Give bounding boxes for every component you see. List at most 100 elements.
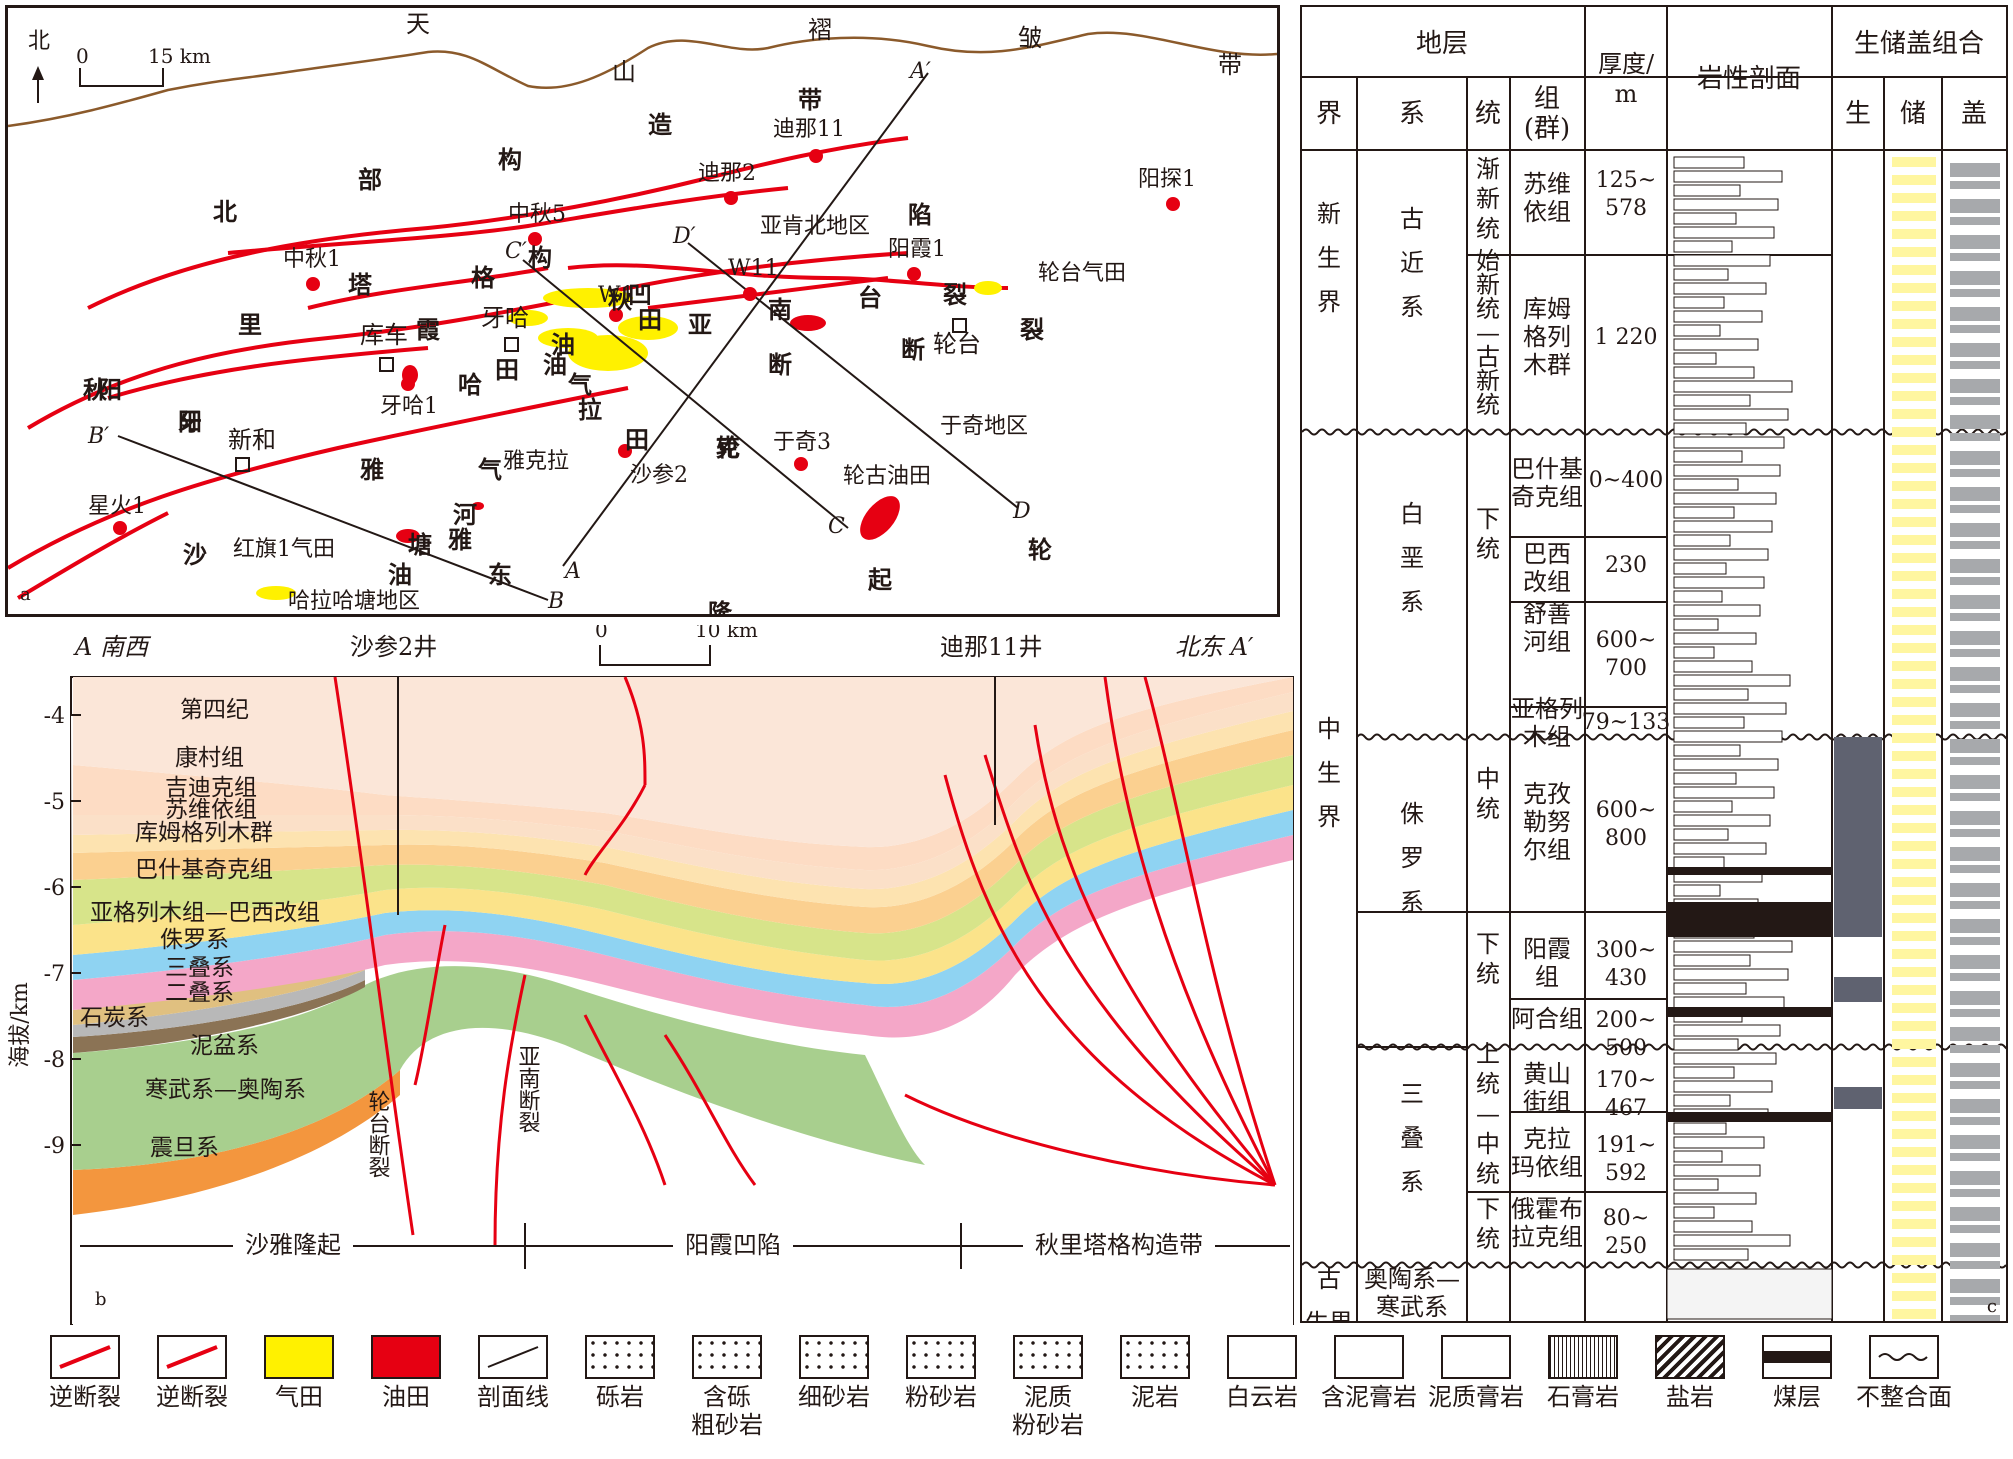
y-tick-label: -4 bbox=[44, 704, 65, 729]
lith-bed bbox=[1673, 632, 1757, 645]
header-thick: 厚度/m bbox=[1598, 50, 1655, 108]
y-tick-label: -6 bbox=[44, 876, 65, 901]
lith-bed bbox=[1673, 1094, 1731, 1107]
reservoir-bar bbox=[1892, 499, 1936, 509]
unit-label: 巴什基奇克组 bbox=[135, 857, 273, 883]
layer-jidike bbox=[73, 692, 1293, 890]
legend-label: 逆断裂 bbox=[49, 1383, 121, 1411]
well-label: 星火1 bbox=[88, 494, 146, 519]
map-region-char: 裂 bbox=[943, 280, 967, 309]
reservoir-bar bbox=[1892, 571, 1936, 581]
map-region-char: 油 bbox=[543, 350, 567, 379]
zone-label: 沙雅隆起 bbox=[245, 1231, 341, 1259]
tong-cell: 渐新统 bbox=[1476, 155, 1500, 243]
dolomite-block bbox=[1666, 1268, 1833, 1320]
legend-swatch bbox=[1869, 1335, 1939, 1379]
tong-cell: 下统 bbox=[1476, 1195, 1500, 1253]
well-dot bbox=[809, 149, 823, 163]
lith-bed bbox=[1673, 1024, 1781, 1037]
reservoir-bar bbox=[1892, 1219, 1936, 1229]
legend-label: 泥质 粉砂岩 bbox=[1012, 1383, 1084, 1439]
lith-bed bbox=[1673, 1234, 1791, 1247]
map-region-char: 霞 bbox=[416, 315, 441, 344]
coal-seam bbox=[1667, 867, 1832, 875]
fault-lines bbox=[6, 136, 1009, 600]
map-region-char: 裂 bbox=[1020, 315, 1044, 344]
reservoir-bar bbox=[1892, 1021, 1936, 1031]
lith-bed bbox=[1673, 1066, 1735, 1079]
source-bar bbox=[1834, 1087, 1882, 1109]
zu-cell: 苏维依组 bbox=[1523, 170, 1571, 226]
seal-bar bbox=[1950, 271, 2000, 285]
lith-bed bbox=[1673, 338, 1759, 351]
well-label: 于奇3 bbox=[773, 430, 831, 455]
thickness-cell: 300~ 430 bbox=[1596, 938, 1656, 991]
fault-label-luntai: 轮台断裂 bbox=[365, 1090, 391, 1178]
lith-bed bbox=[1673, 492, 1777, 505]
well-dot bbox=[743, 287, 757, 301]
lith-bed bbox=[1673, 562, 1727, 575]
unit-label: 三叠系 bbox=[165, 955, 234, 981]
strata-layers bbox=[71, 677, 1293, 1325]
legend-swatch bbox=[1013, 1335, 1083, 1379]
legend-item: 粉砂岩 bbox=[886, 1335, 996, 1411]
reservoir-bar bbox=[1892, 193, 1936, 203]
seal-bar bbox=[1950, 1045, 2000, 1053]
seal-bar bbox=[1950, 1171, 2000, 1185]
lith-bed bbox=[1673, 450, 1743, 463]
seal-bar bbox=[1950, 1261, 2000, 1269]
reservoir-bar bbox=[1892, 679, 1936, 689]
well-label: 牙哈1 bbox=[380, 394, 438, 419]
legend-label: 含砾 粗砂岩 bbox=[691, 1383, 763, 1439]
legend-label: 粉砂岩 bbox=[905, 1383, 977, 1411]
thickness-cell: 80~ 250 bbox=[1603, 1206, 1649, 1259]
map-region-char: 田 bbox=[625, 425, 649, 454]
fault-trace bbox=[1033, 724, 1277, 1186]
map-region-char: 台 bbox=[858, 283, 882, 312]
map-region-char: 断 bbox=[768, 350, 792, 379]
lith-bed bbox=[1673, 1192, 1757, 1205]
lith-bed bbox=[1673, 310, 1763, 323]
oil-field-shape bbox=[860, 496, 900, 540]
lith-bed bbox=[1673, 576, 1765, 589]
zu-cell: 克孜勒努尔组 bbox=[1523, 780, 1571, 864]
legend-swatch bbox=[1548, 1335, 1618, 1379]
legend-item: 逆断裂 bbox=[137, 1335, 247, 1411]
thickness-cell: 230 bbox=[1605, 553, 1647, 578]
lith-bed bbox=[1673, 996, 1785, 1009]
gas-field-shape bbox=[256, 586, 296, 600]
map-region-char: 克 bbox=[716, 433, 740, 462]
lith-bed bbox=[1673, 156, 1745, 169]
lith-bed bbox=[1673, 170, 1783, 183]
reservoir-bar bbox=[1892, 1039, 1936, 1049]
reservoir-bar bbox=[1892, 643, 1936, 653]
header-tong: 统 bbox=[1475, 99, 1501, 129]
fault-trace bbox=[904, 1093, 1276, 1187]
reservoir-bar bbox=[1892, 1183, 1936, 1193]
reservoir-bar bbox=[1892, 607, 1936, 617]
lith-bed bbox=[1673, 1206, 1715, 1219]
zone-labels: 沙雅隆起 阳霞凹陷 秋里塔格构造带 bbox=[233, 1231, 1215, 1261]
lith-bed bbox=[1673, 1122, 1727, 1135]
map-region-char: 隆 bbox=[708, 598, 733, 614]
lith-bed bbox=[1673, 352, 1717, 365]
well-dot bbox=[528, 232, 542, 246]
map-region-char: 构 bbox=[528, 243, 552, 272]
lith-bed bbox=[1673, 744, 1741, 757]
reservoir-bar bbox=[1892, 409, 1936, 419]
reservoir-bar bbox=[1892, 931, 1936, 941]
seal-bar bbox=[1950, 685, 2000, 693]
reservoir-bar bbox=[1892, 535, 1936, 545]
reservoir-bar bbox=[1892, 823, 1936, 833]
zone-label-bg bbox=[673, 1231, 793, 1261]
reservoir-bar bbox=[1892, 787, 1936, 797]
reservoir-bar bbox=[1892, 355, 1936, 365]
section-line-letter: D′ bbox=[672, 224, 696, 249]
legend-swatch bbox=[157, 1335, 227, 1379]
lith-bed bbox=[1673, 240, 1733, 253]
reservoir-bar bbox=[1892, 373, 1936, 383]
jie-cell: 中生界 bbox=[1317, 715, 1341, 831]
seal-bar bbox=[1950, 865, 2000, 873]
lith-bed bbox=[1673, 422, 1747, 435]
